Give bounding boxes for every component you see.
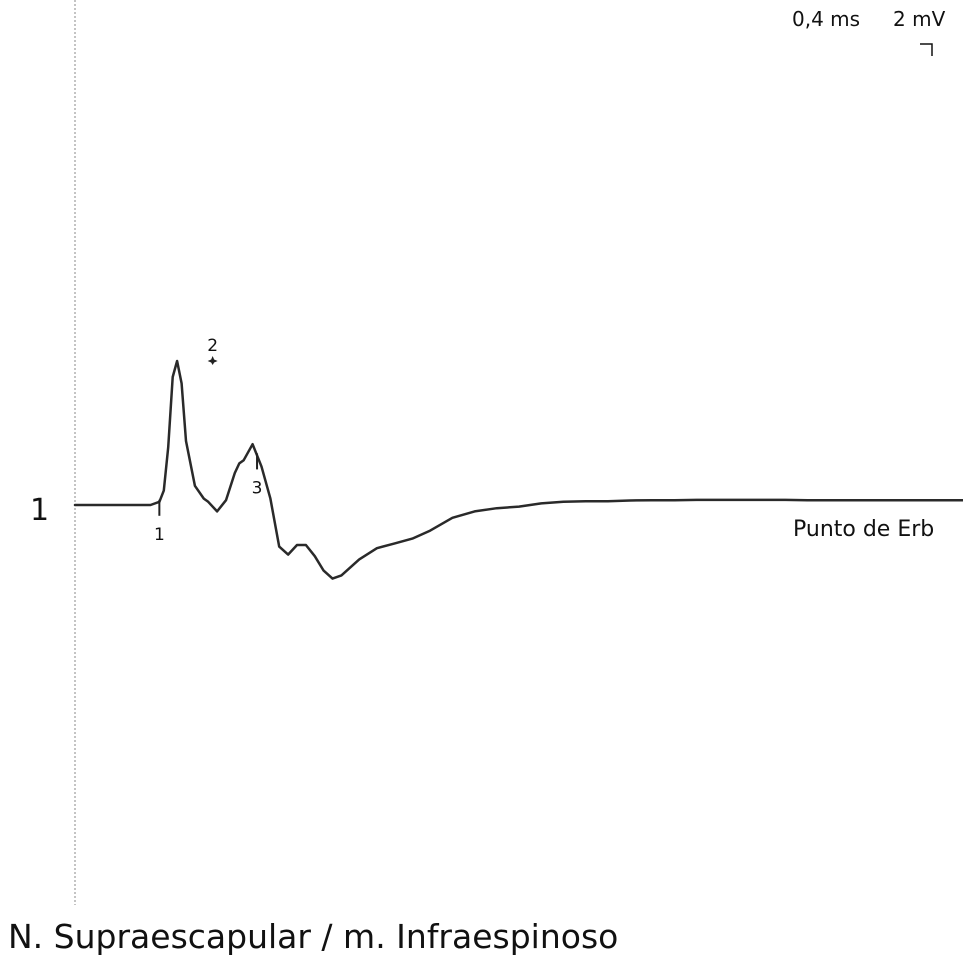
marker-1: 1 <box>154 499 165 545</box>
trace-site-label: Punto de Erb <box>793 517 934 542</box>
marker-2-label: 2 <box>207 336 218 356</box>
marker-3-label: 3 <box>252 478 263 498</box>
trace-line <box>73 359 963 580</box>
scale-corner-marker <box>920 43 933 56</box>
marker-1-label: 1 <box>154 525 165 545</box>
marker-2: 2 <box>207 336 218 365</box>
amplitude-scale-label: 2 mV <box>893 7 946 31</box>
chart-title: N. Supraescapular / m. Infraespinoso <box>8 917 618 956</box>
marker-2-peak-star <box>207 356 218 365</box>
marker-3: 3 <box>252 453 263 498</box>
trace-index-label: 1 <box>30 493 49 528</box>
time-scale-label: 0,4 ms <box>792 7 860 31</box>
